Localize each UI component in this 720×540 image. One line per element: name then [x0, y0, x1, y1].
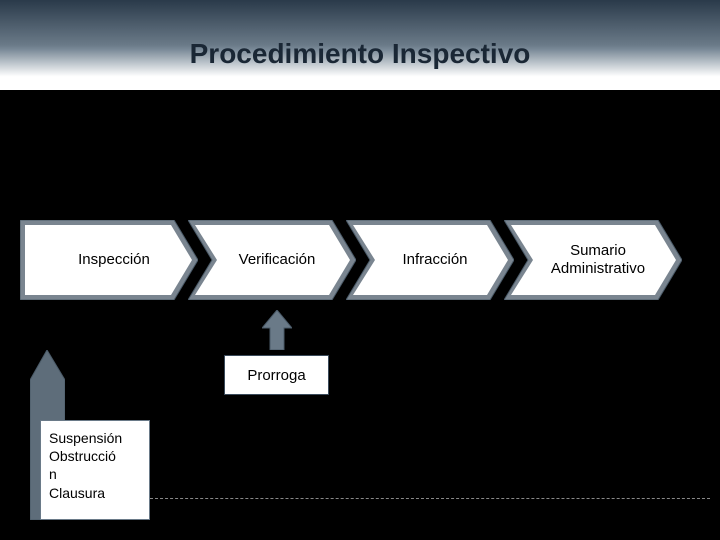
chevron-label: Sumario Administrativo	[528, 242, 658, 278]
chevron-verificacion: Verificación	[188, 220, 356, 300]
chevron-label: Inspección	[60, 251, 158, 269]
suspension-line: Obstrucció	[49, 447, 141, 465]
chevron-label: Infracción	[384, 251, 475, 269]
chevron-sumario: Sumario Administrativo	[504, 220, 682, 300]
suspension-box: Suspensión Obstrucció n Clausura	[40, 420, 150, 520]
suspension-line: n	[49, 465, 141, 483]
suspension-line: Suspensión	[49, 429, 141, 447]
up-arrow-icon	[262, 310, 292, 350]
chevron-infraccion: Infracción	[346, 220, 514, 300]
chevron-inspeccion: Inspección	[20, 220, 198, 300]
suspension-line: Clausura	[49, 484, 141, 502]
chevron-row: Inspección Verificación Infracción Sumar…	[20, 220, 682, 300]
prorroga-box: Prorroga	[224, 355, 329, 395]
chevron-label: Verificación	[221, 251, 324, 269]
title-bar: Procedimiento Inspectivo	[0, 0, 720, 90]
prorroga-label: Prorroga	[247, 367, 305, 384]
dashed-divider	[150, 498, 710, 499]
page-title: Procedimiento Inspectivo	[190, 38, 531, 70]
